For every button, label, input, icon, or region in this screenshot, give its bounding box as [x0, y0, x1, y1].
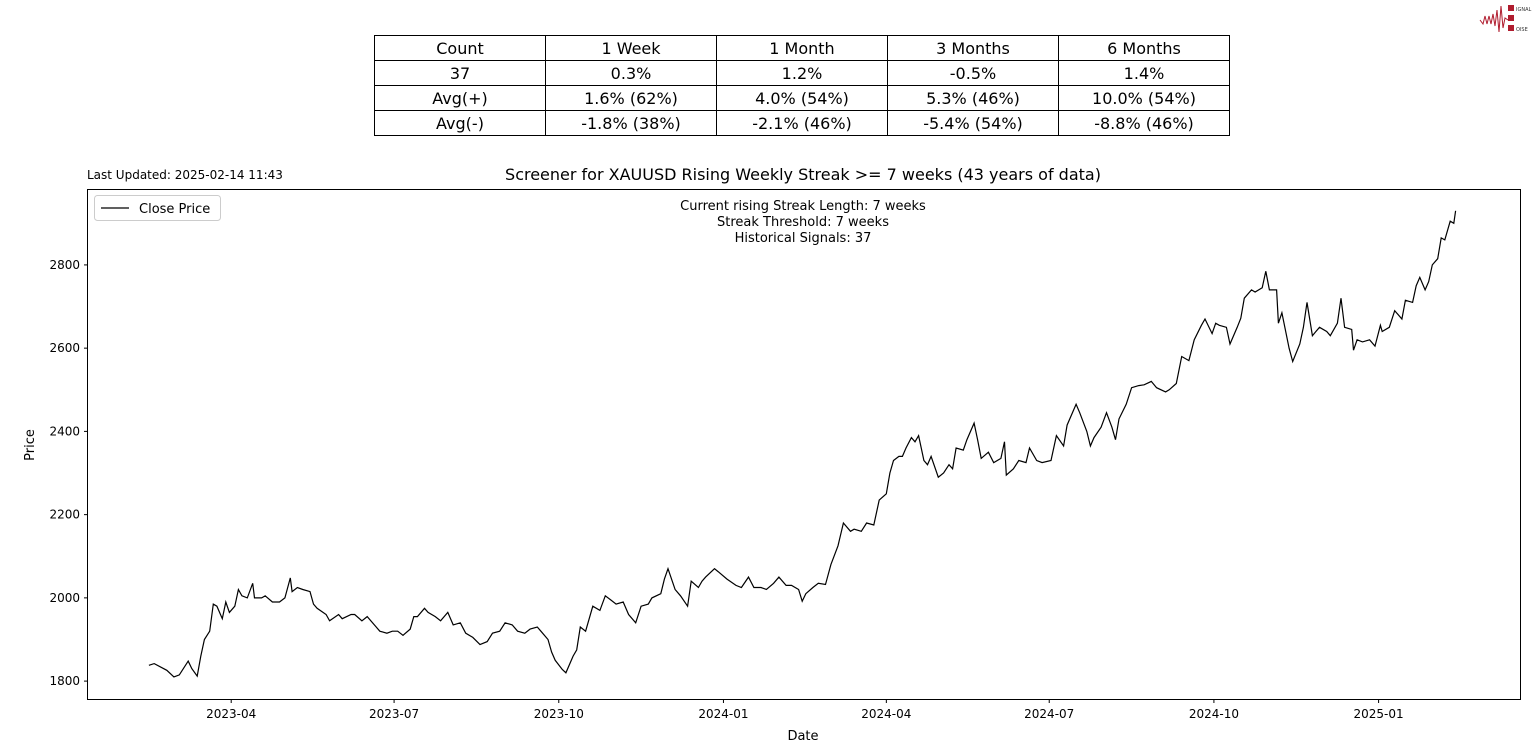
legend-label: Close Price	[139, 202, 210, 217]
legend: Close Price	[94, 195, 221, 221]
signal-2-noise-logo: IGNAL OISE	[1478, 2, 1534, 40]
stats-table: Count 1 Week 1 Month 3 Months 6 Months 3…	[374, 35, 1230, 136]
stats-cell: -1.8% (38%)	[545, 110, 717, 136]
x-tick-label: 2023-04	[206, 707, 256, 721]
svg-text:IGNAL: IGNAL	[1516, 7, 1532, 13]
stats-cell: -5.4% (54%)	[887, 110, 1059, 136]
stats-cell: -2.1% (46%)	[716, 110, 888, 136]
x-tick-label: 2024-04	[861, 707, 911, 721]
annotation-line: Streak Threshold: 7 weeks	[717, 215, 889, 230]
x-tick-label: 2023-07	[369, 707, 419, 721]
stats-cell: 1 Month	[716, 35, 888, 61]
x-tick-label: 2024-10	[1189, 707, 1239, 721]
stats-row: 37 0.3% 1.2% -0.5% 1.4%	[374, 60, 1230, 86]
y-tick-label: 2400	[49, 424, 80, 438]
x-tick-label: 2024-01	[698, 707, 748, 721]
x-tick-label: 2023-10	[534, 707, 584, 721]
last-updated: Last Updated: 2025-02-14 11:43	[87, 168, 283, 182]
svg-text:OISE: OISE	[1516, 27, 1528, 33]
y-tick-label: 2600	[49, 341, 80, 355]
stats-header-row: Count 1 Week 1 Month 3 Months 6 Months	[374, 35, 1230, 61]
stats-cell: Count	[374, 35, 546, 61]
x-tick-label: 2025-01	[1354, 707, 1404, 721]
stats-cell: 5.3% (46%)	[887, 85, 1059, 111]
chart-title: Screener for XAUUSD Rising Weekly Streak…	[505, 165, 1101, 184]
annotation-line: Current rising Streak Length: 7 weeks	[680, 199, 926, 214]
y-axis-label: Price	[23, 429, 38, 461]
stats-cell: -8.8% (46%)	[1058, 110, 1230, 136]
stats-cell: Avg(-)	[374, 110, 546, 136]
y-tick-label: 1800	[49, 674, 80, 688]
plot-area	[87, 189, 1521, 700]
stats-cell: 1.6% (62%)	[545, 85, 717, 111]
y-tick-label: 2800	[49, 258, 80, 272]
y-tick-label: 2000	[49, 591, 80, 605]
close-price-line	[148, 210, 1457, 678]
stats-cell: 1.2%	[716, 60, 888, 86]
stats-cell: 1 Week	[545, 35, 717, 61]
stats-cell: 4.0% (54%)	[716, 85, 888, 111]
y-tick-label: 2200	[49, 508, 80, 522]
stats-row: Avg(-) -1.8% (38%) -2.1% (46%) -5.4% (54…	[374, 110, 1230, 136]
x-tick-label: 2024-07	[1024, 707, 1074, 721]
stats-cell: -0.5%	[887, 60, 1059, 86]
stats-cell: Avg(+)	[374, 85, 546, 111]
stats-cell: 6 Months	[1058, 35, 1230, 61]
x-axis-label: Date	[787, 729, 818, 744]
annotation-line: Historical Signals: 37	[735, 231, 872, 246]
